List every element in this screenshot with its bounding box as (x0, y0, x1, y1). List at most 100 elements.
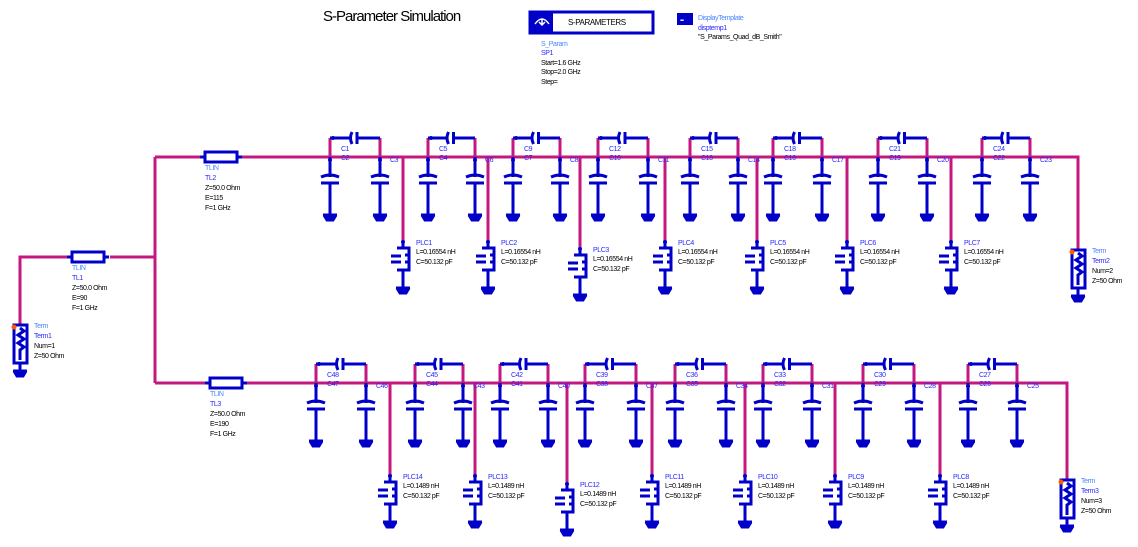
shunt-capacitor-C16[interactable] (763, 157, 783, 222)
wire-stub[interactable] (966, 364, 1019, 383)
shunt-capacitor-C34[interactable] (716, 383, 736, 448)
wire-stub[interactable] (583, 364, 638, 383)
tline-TL3[interactable] (205, 376, 247, 390)
capacitor-icon (626, 383, 646, 435)
series-capacitor-C39[interactable] (585, 357, 636, 371)
wire-stub[interactable] (688, 138, 740, 157)
shunt-capacitor-C28[interactable] (904, 383, 924, 448)
plc-PLC10[interactable] (733, 474, 753, 529)
pin-dot (676, 362, 680, 366)
series-capacitor-C45[interactable] (415, 357, 463, 371)
plc-PLC8[interactable] (928, 474, 948, 529)
series-capacitor-C1[interactable] (330, 131, 380, 145)
shunt-capacitor-C31[interactable] (802, 383, 822, 448)
shunt-capacitor-C47[interactable] (306, 383, 326, 448)
shunt-capacitor-C4[interactable] (418, 157, 438, 222)
wire-stub[interactable] (314, 364, 368, 383)
series-capacitor-C24[interactable] (982, 131, 1030, 145)
capacitor-icon (812, 157, 832, 209)
shunt-capacitor-C7[interactable] (503, 157, 523, 222)
series-capacitor-C27[interactable] (968, 357, 1017, 371)
wire-stub[interactable] (771, 138, 824, 157)
plc-PLC11[interactable] (640, 474, 660, 529)
wire-stub[interactable] (761, 364, 814, 383)
shunt-capacitor-C29[interactable] (853, 383, 873, 448)
wire-stub[interactable] (876, 138, 929, 157)
wire-term1[interactable] (18, 255, 67, 325)
wire-stub[interactable] (861, 364, 916, 383)
shunt-capacitor-C32[interactable] (753, 383, 773, 448)
term-Term3[interactable] (1058, 478, 1076, 533)
series-capacitor-C5[interactable] (428, 131, 475, 145)
plc-PLC7[interactable] (939, 240, 959, 295)
plc-PLC5[interactable] (745, 240, 765, 295)
term-Term1[interactable] (11, 323, 29, 378)
plc-PLC6[interactable] (835, 240, 855, 295)
series-capacitor-C21[interactable] (878, 131, 927, 145)
wire-stub[interactable] (413, 364, 465, 383)
shunt-capacitor-C10[interactable] (588, 157, 608, 222)
shunt-capacitor-C43[interactable] (453, 383, 473, 448)
plc-PLC1[interactable] (391, 240, 411, 295)
series-capacitor-C15[interactable] (690, 131, 738, 145)
series-capacitor-C18[interactable] (773, 131, 822, 145)
shunt-capacitor-C46[interactable] (356, 383, 376, 448)
wire-stub[interactable] (596, 138, 650, 157)
series-capacitor-C48[interactable] (316, 357, 366, 371)
pin-dot (583, 384, 587, 388)
shunt-capacitor-C20[interactable] (917, 157, 937, 222)
shunt-capacitor-C6[interactable] (465, 157, 485, 222)
shunt-capacitor-C41[interactable] (490, 383, 510, 448)
plc-PLC12[interactable] (555, 482, 575, 537)
shunt-capacitor-C8[interactable] (550, 157, 570, 222)
wire-stub[interactable] (673, 364, 728, 383)
plc-PLC14[interactable] (378, 474, 398, 529)
shunt-capacitor-C17[interactable] (812, 157, 832, 222)
wire-stub[interactable] (498, 364, 550, 383)
term-Term2[interactable] (1069, 248, 1087, 303)
series-capacitor-C33[interactable] (763, 357, 812, 371)
shunt-capacitor-C26[interactable] (958, 383, 978, 448)
shunt-capacitor-C25[interactable] (1007, 383, 1027, 448)
wire-stub[interactable] (980, 138, 1032, 157)
plc-PLC4[interactable] (653, 240, 673, 295)
shunt-capacitor-C38[interactable] (575, 383, 595, 448)
shunt-capacitor-C11[interactable] (638, 157, 658, 222)
shunt-capacitor-C13[interactable] (680, 157, 700, 222)
plc-PLC3[interactable] (568, 247, 588, 302)
plc-PLC13[interactable] (463, 474, 483, 529)
plc-inductance: L=0.1489 nH (953, 483, 989, 490)
shunt-capacitor-C22[interactable] (972, 157, 992, 222)
shunt-capacitor-C35[interactable] (665, 383, 685, 448)
shunt-capacitor-C37[interactable] (626, 383, 646, 448)
tline-param: Z=50.0 Ohm (205, 185, 241, 192)
wire-stub[interactable] (426, 138, 477, 157)
series-capacitor-C9[interactable] (513, 131, 560, 145)
wire-stub[interactable] (328, 138, 382, 157)
series-capacitor-C12[interactable] (598, 131, 648, 145)
series-capacitor-C42[interactable] (500, 357, 548, 371)
series-capacitor-C36[interactable] (675, 357, 726, 371)
shunt-capacitor-C23[interactable] (1020, 157, 1040, 222)
plc-PLC9[interactable] (823, 474, 843, 529)
capacitor-icon (863, 357, 914, 371)
plc-PLC2[interactable] (476, 240, 496, 295)
tline-TL2[interactable] (200, 150, 242, 164)
pin-dot (314, 384, 318, 388)
pin-dot (833, 474, 837, 478)
shunt-capacitor-C40[interactable] (538, 383, 558, 448)
shunt-capacitor-C3[interactable] (370, 157, 390, 222)
display-template[interactable]: ▪▪ DisplayTemplate disptemp1 "S_Params_Q… (677, 13, 783, 41)
wire-top[interactable] (110, 155, 1080, 383)
shunt-capacitor-C2[interactable] (320, 157, 340, 222)
tline-TL1[interactable] (67, 250, 109, 264)
sparam-controller[interactable]: S-PARAMETERS S_Param SP1 Start=1.6 GHz S… (528, 10, 655, 86)
wire-stub[interactable] (511, 138, 562, 157)
shunt-capacitor-C14[interactable] (728, 157, 748, 222)
ground-fill (644, 216, 652, 220)
series-capacitor-C30[interactable] (863, 357, 914, 371)
wire-bottom[interactable] (155, 381, 1069, 480)
shunt-capacitor-C19[interactable] (868, 157, 888, 222)
shunt-capacitor-C44[interactable] (405, 383, 425, 448)
